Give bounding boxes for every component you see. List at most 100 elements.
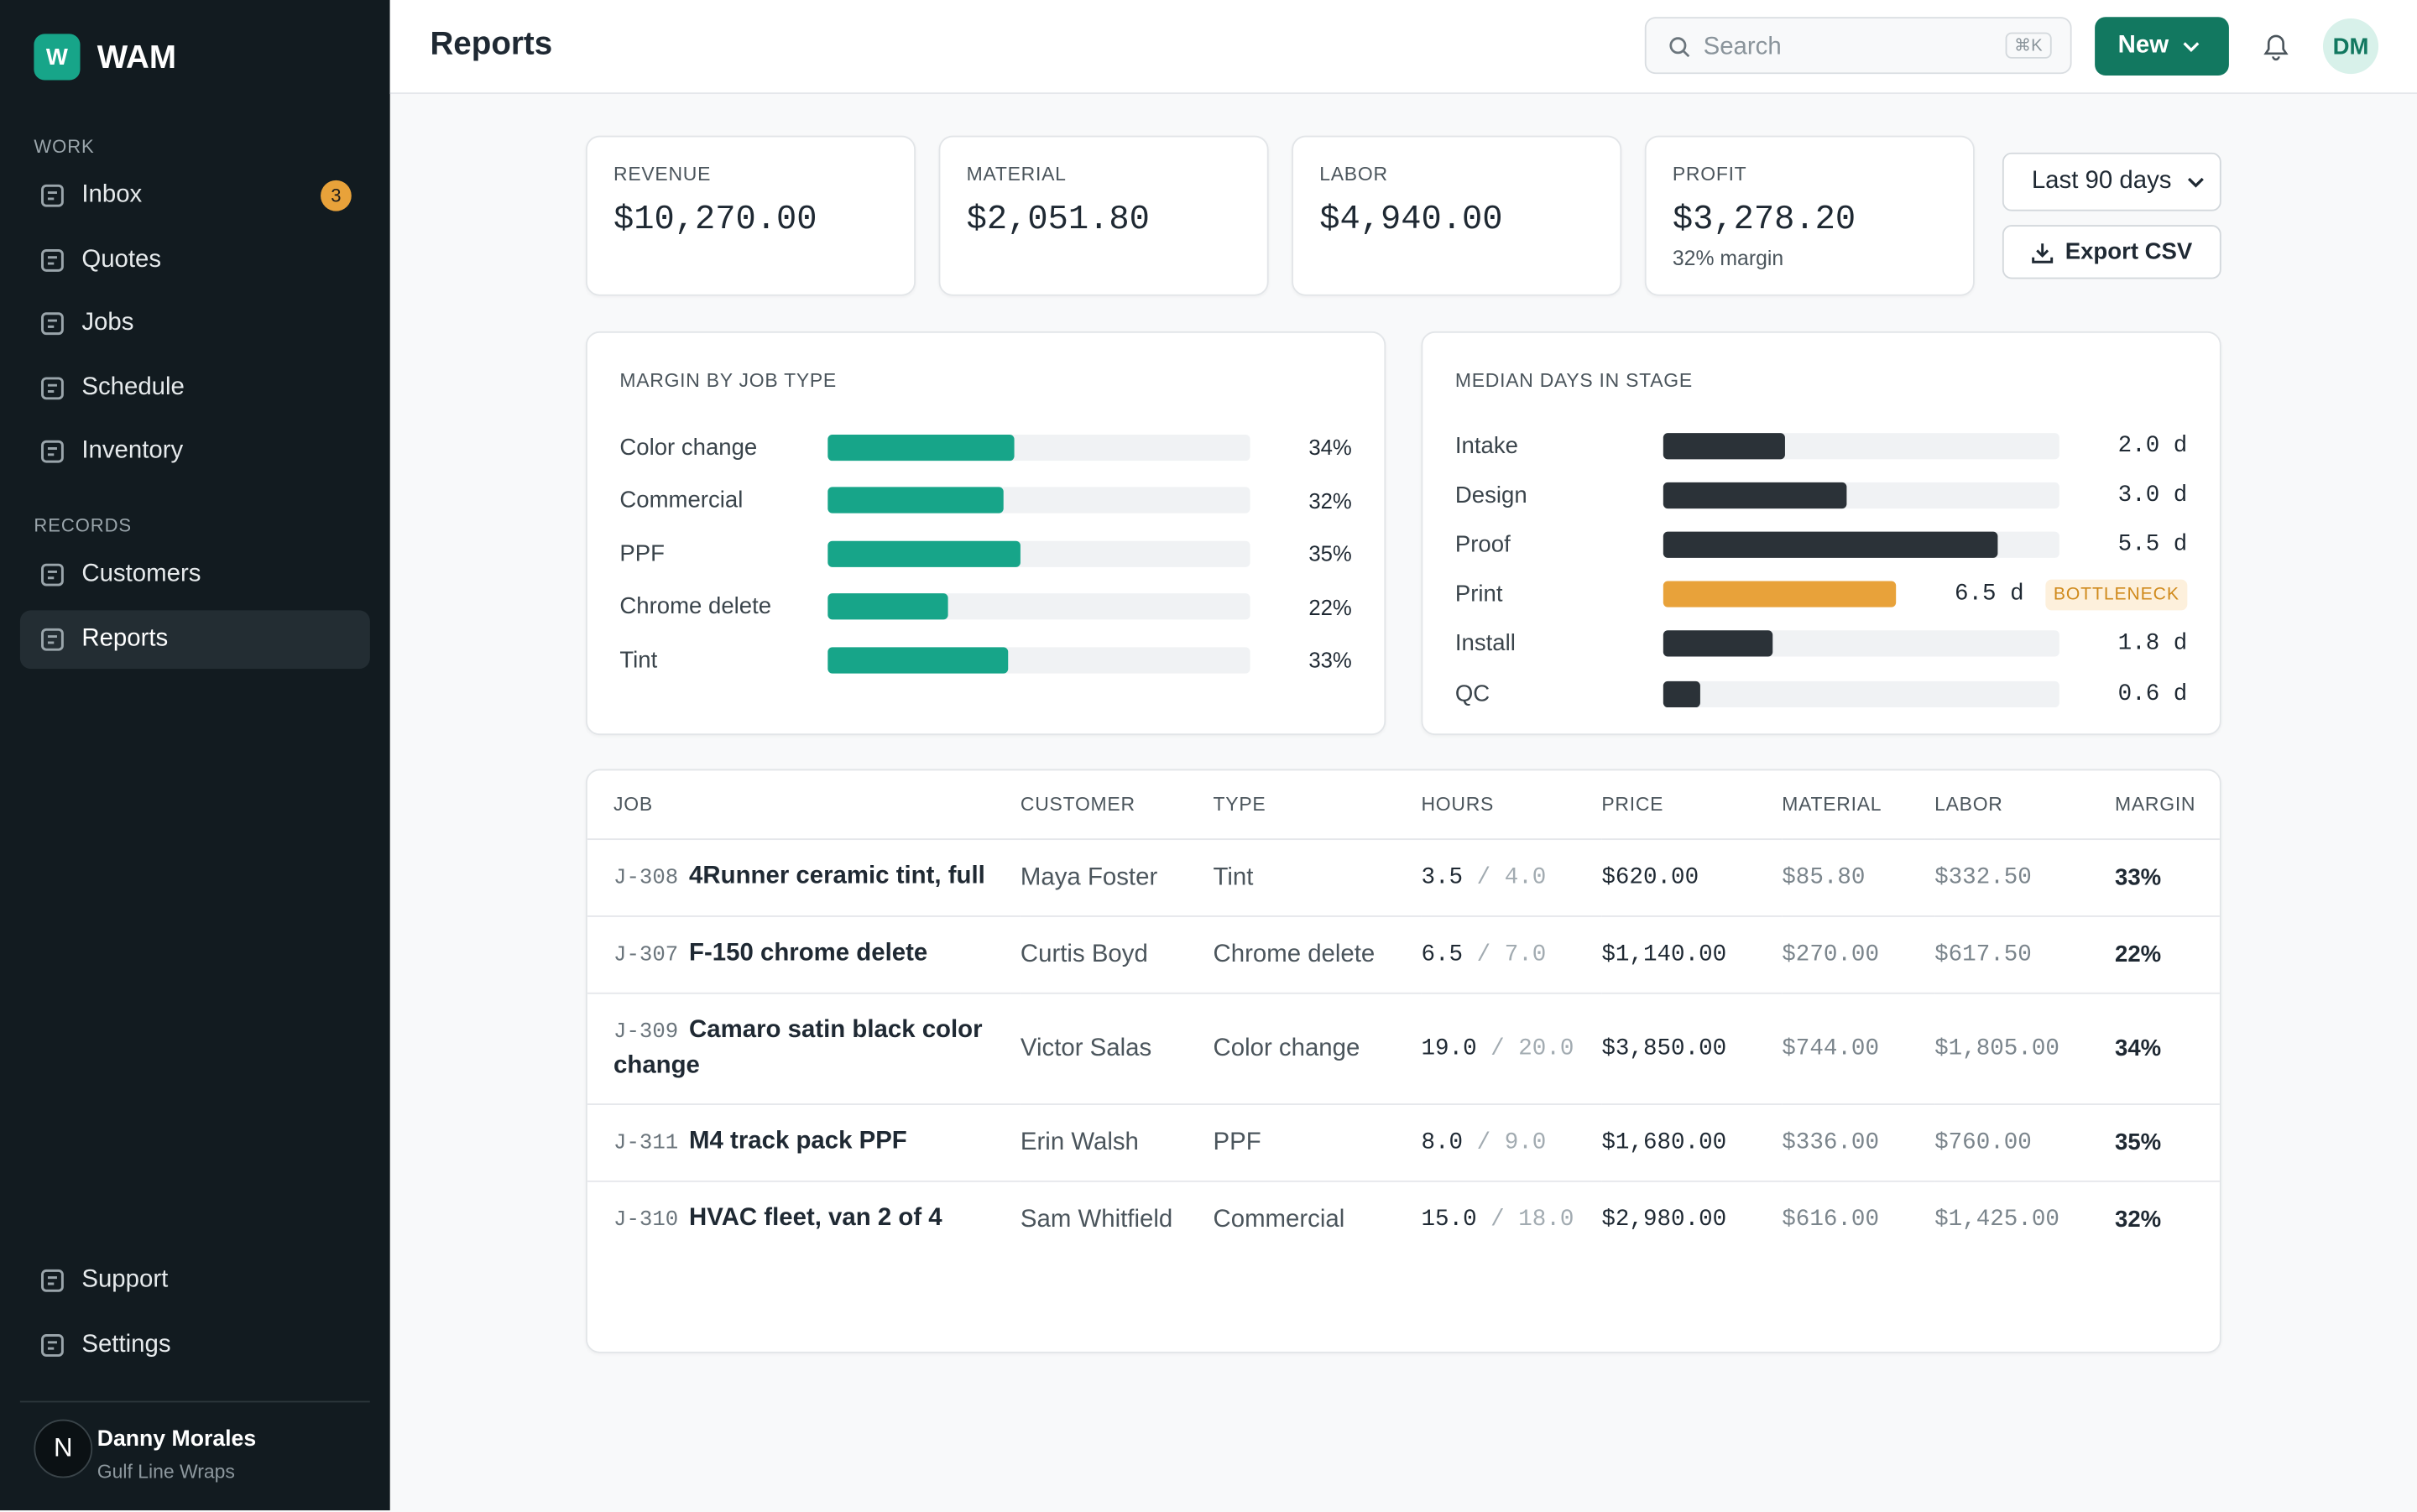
bar [1663,680,1700,707]
bar-value: 6.5 d [1954,581,2024,607]
labor: $617.50 [1934,915,2116,994]
labor: $760.00 [1934,1104,2116,1182]
customer: Sam Whitfield [1020,1206,1173,1233]
bar-track [1663,482,2059,508]
bar-label: Chrome delete [619,593,772,620]
hours-est: / 18.0 [1490,1206,1574,1233]
job-title: 4Runner ceramic tint, full [689,863,985,889]
bell[interactable] [2261,31,2290,62]
nav-item[interactable]: Inventory [20,422,370,481]
kpi-label: PROFIT [1672,163,1747,185]
job-title: M4 track pack PPF [689,1128,907,1155]
bar [1663,482,1846,508]
export-button[interactable]: Export CSV [2002,225,2221,279]
header-row: JOB CUSTOMER TYPE HOURS PRICE MATERIAL LABOR MA… [587,770,2220,841]
hours: 8.0 / 9.0 [1421,1104,1602,1182]
kpi-note: 32% margin [1672,246,1784,270]
margin: 32% [2115,1206,2162,1233]
jobs-table-card: JOB CUSTOMER TYPE HOURS PRICE MATERIAL LABOR MA… [585,769,2221,1353]
nav-label: Inbox [81,181,143,208]
new-button[interactable]: New [2095,17,2229,76]
job-row[interactable]: J-307 F-150 chrome delete Curtis Boyd Chrom… [587,915,2220,994]
hours: 6.5 / 7.0 [1421,915,1602,994]
job-row[interactable]: J-310 HVAC fleet, van 2 of 4 Sam Whitfield… [587,1181,2220,1258]
nav-item[interactable]: Reports [19,609,370,669]
range-label: Last 90 days [2031,168,2172,195]
bar-track [827,646,1250,674]
job-id: J-308 [613,866,679,891]
bar-value: 35% [1308,541,1352,566]
nav-item[interactable]: Settings [20,1316,370,1374]
hours-done: 15.0 [1421,1206,1477,1233]
nav-item[interactable]: Customers [20,545,370,604]
nav-footer: Support Settings [20,1251,370,1379]
bar-label: Commercial [619,487,744,514]
nav-icon [41,1333,64,1356]
nav-item[interactable]: Jobs [20,295,370,353]
bar-label: PPF [619,540,665,567]
job-row[interactable]: J-309 Camaro satin black color change Vict… [587,993,2220,1105]
bar [827,540,1021,567]
job-id: J-311 [613,1131,679,1156]
export-label: Export CSV [2065,238,2193,265]
user-avatar: N [34,1419,93,1478]
job-cell: J-311 M4 track pack PPF [587,1104,1021,1182]
labor: $1,805.00 [1934,993,2116,1105]
bar-row: Install 1.8 d [1455,619,2187,669]
bottleneck-badge: BOTTLENECK [2045,578,2188,610]
chart-title: MEDIAN DAYS IN STAGE [1454,369,1693,392]
column-header: MARGIN [2115,770,2220,841]
job-cell: J-308 4Runner ceramic tint, full [587,839,1021,917]
job-id: J-309 [613,1019,679,1045]
range-select[interactable]: Last 90 days [2002,152,2221,211]
job-id: J-307 [613,943,679,968]
job-cell: J-307 F-150 chrome delete [587,915,1021,994]
nav-section-title: WORK [34,135,95,158]
chart-title: MARGIN BY JOB TYPE [619,369,838,392]
bar-value: 2.0 d [2117,432,2188,459]
kpi-card: MATERIAL $2,051.80 [938,135,1269,296]
bar [1663,432,1786,459]
bar-row: Proof 5.5 d [1455,520,2187,570]
hours: 19.0 / 20.0 [1421,993,1602,1105]
user-name: Danny Morales [97,1426,257,1452]
nav-label: Jobs [81,310,134,336]
nav-item[interactable]: Support [20,1251,370,1310]
column-header: PRICE [1601,770,1783,841]
job-row[interactable]: J-308 4Runner ceramic tint, full Maya Fost… [587,839,2220,917]
bar-value: 5.5 d [2117,531,2188,558]
nav-label: Inventory [81,437,184,464]
nav-item[interactable]: Schedule [20,358,370,417]
user[interactable]: N Danny Morales Gulf Line Wraps [19,1400,370,1512]
new-label: New [2117,32,2169,59]
column-header: TYPE [1213,770,1422,841]
bars: Color change 34% Commercial 32% PPF 35% Chrome… [619,420,1352,686]
kpi-label: LABOR [1319,163,1388,185]
price: $620.00 [1601,839,1783,917]
nav-icon [41,376,64,399]
bar-value: 32% [1308,487,1352,514]
bar [1663,531,1999,558]
hours: 15.0 / 18.0 [1421,1181,1601,1258]
margin: 35% [2115,1104,2220,1182]
margin-card: MARGIN BY JOB TYPE Color change 34% Commer… [585,331,1386,736]
hours-done: 3.5 [1421,863,1464,890]
margin: 22% [2115,915,2220,994]
type: PPF [1213,1104,1422,1182]
type: Tint [1213,839,1422,917]
job-row[interactable]: J-311 M4 track pack PPF Erin Walsh PPF 8.0 /… [587,1104,2220,1182]
nav-item[interactable]: Quotes [20,231,370,289]
avatar[interactable]: DM [2322,18,2379,75]
hours-est: / 4.0 [1476,863,1547,890]
type: Commercial [1213,1206,1345,1233]
hours-est: / 7.0 [1476,941,1547,967]
kpi-value: $10,270.00 [613,200,817,239]
search[interactable]: Search ⌘K [1644,17,2072,75]
bar-value: 3.0 d [2117,482,2188,508]
bar-row: Print 6.5 d BOTTLENECK [1455,570,2188,619]
nav-item[interactable]: Inbox 3 [20,166,370,225]
bar-label: Proof [1454,531,1511,558]
hours-done: 19.0 [1421,1035,1477,1061]
nav-badge: 3 [321,180,352,211]
